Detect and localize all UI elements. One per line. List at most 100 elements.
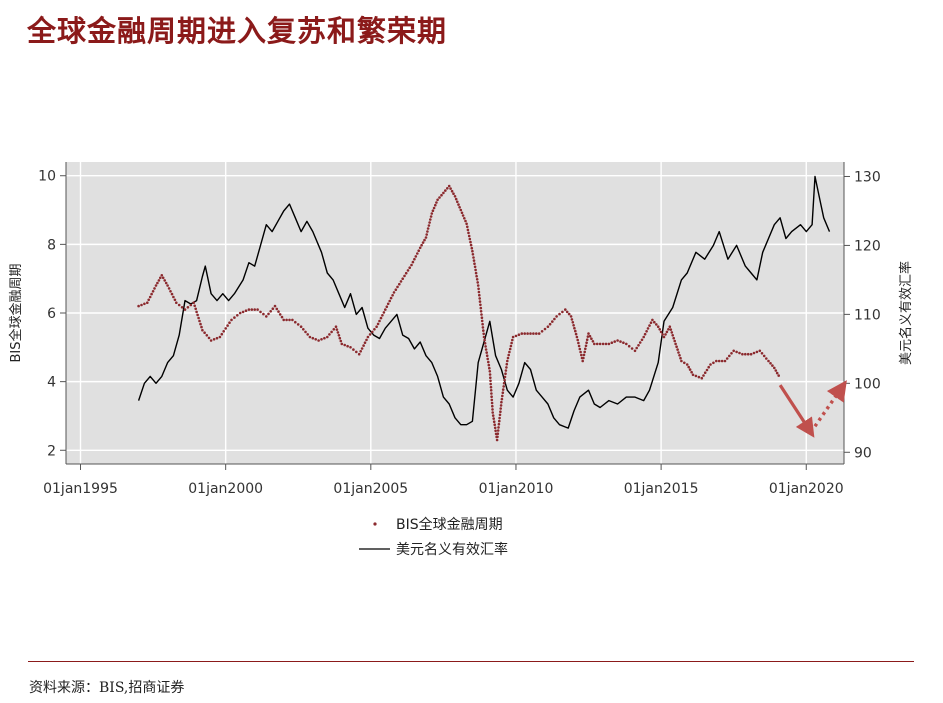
series-dot bbox=[595, 342, 599, 346]
series-dot bbox=[474, 268, 477, 272]
series-dot bbox=[659, 330, 663, 334]
series-dot bbox=[442, 191, 445, 195]
series-dot bbox=[205, 334, 209, 337]
series-dot bbox=[476, 284, 480, 287]
series-dot bbox=[467, 234, 471, 238]
series-dot bbox=[465, 222, 468, 226]
series-dot bbox=[483, 342, 487, 345]
series-dot bbox=[269, 310, 273, 313]
series-dot bbox=[709, 363, 712, 366]
series-dot bbox=[334, 325, 338, 329]
series-dot bbox=[577, 341, 580, 345]
series-dot bbox=[183, 308, 187, 311]
series-dot bbox=[487, 363, 491, 367]
series-dot bbox=[336, 331, 340, 334]
series-dot bbox=[502, 385, 506, 388]
series-dot bbox=[189, 303, 193, 307]
series-dot bbox=[477, 290, 481, 294]
series-dot bbox=[671, 334, 674, 337]
series-dot bbox=[584, 344, 588, 348]
y-left-tick-label: 8 bbox=[47, 237, 56, 253]
y-right-tick-label: 90 bbox=[854, 445, 872, 461]
series-dot bbox=[487, 360, 490, 364]
series-dot bbox=[669, 328, 673, 331]
series-dot bbox=[435, 201, 438, 204]
series-dot bbox=[497, 422, 501, 426]
series-dot bbox=[678, 354, 681, 357]
series-dot bbox=[590, 337, 593, 341]
series-dot bbox=[558, 312, 561, 316]
series-dot bbox=[760, 352, 764, 355]
series-dot bbox=[173, 298, 177, 302]
series-dot bbox=[675, 345, 678, 349]
series-dot bbox=[177, 303, 181, 307]
series-dot bbox=[203, 331, 206, 335]
series-dot bbox=[725, 357, 729, 360]
series-dot bbox=[673, 339, 676, 343]
series-dot bbox=[137, 304, 140, 308]
series-dot bbox=[498, 413, 502, 417]
series-dot bbox=[773, 366, 776, 370]
series-dot bbox=[197, 316, 200, 320]
series-dot bbox=[394, 288, 398, 292]
series-dot bbox=[758, 349, 762, 353]
series-dot bbox=[649, 321, 653, 325]
series-dot bbox=[215, 336, 219, 340]
series-dot bbox=[444, 189, 447, 192]
series-dot bbox=[777, 374, 780, 377]
series-dot bbox=[578, 347, 582, 351]
series-dot bbox=[228, 321, 231, 325]
series-dot bbox=[694, 374, 698, 378]
series-dot bbox=[479, 310, 483, 313]
y-right-tick-label: 110 bbox=[854, 307, 881, 323]
series-dot bbox=[683, 361, 686, 365]
series-dot bbox=[475, 274, 478, 278]
series-dot bbox=[328, 333, 331, 336]
series-dot bbox=[416, 252, 419, 255]
series-dot bbox=[170, 292, 174, 296]
series-dot bbox=[488, 373, 492, 376]
series-line-usd-index bbox=[137, 175, 831, 429]
y-left-tick-label: 10 bbox=[38, 169, 56, 185]
series-dot bbox=[717, 359, 721, 363]
series-dot bbox=[241, 310, 245, 314]
series-dot bbox=[357, 352, 361, 356]
series-dot bbox=[338, 336, 342, 340]
series-dot bbox=[337, 334, 341, 337]
legend-label-usd: 美元名义有效汇率 bbox=[396, 541, 508, 558]
series-dot bbox=[648, 324, 651, 327]
series-dot bbox=[703, 371, 707, 375]
series-dot bbox=[474, 271, 478, 275]
series-dot bbox=[376, 322, 380, 326]
series-dot bbox=[196, 313, 199, 317]
series-dot bbox=[499, 404, 503, 407]
series-dot bbox=[339, 339, 343, 343]
chart: 01jan1995 01jan2000 01jan2005 01jan2010 01ja… bbox=[8, 162, 914, 558]
series-dot bbox=[642, 335, 645, 339]
series-dot bbox=[665, 330, 669, 334]
series-dot bbox=[220, 332, 224, 336]
series-dot bbox=[275, 307, 279, 311]
series-dot bbox=[570, 318, 574, 321]
legend: BIS全球金融周期 美元名义有效汇率 bbox=[359, 516, 508, 558]
series-dot bbox=[432, 206, 436, 210]
series-dot bbox=[200, 325, 203, 329]
series-dot bbox=[406, 269, 410, 272]
series-dot bbox=[222, 330, 225, 333]
series-dot bbox=[656, 325, 660, 329]
series-dot bbox=[423, 238, 426, 242]
series-dot bbox=[723, 359, 727, 363]
series-dot bbox=[323, 336, 326, 340]
series-dot bbox=[577, 344, 581, 348]
series-dot bbox=[738, 351, 741, 355]
series-dot bbox=[508, 347, 512, 351]
series-dot bbox=[510, 341, 513, 345]
series-dot bbox=[532, 332, 535, 335]
series-dot bbox=[478, 297, 482, 300]
series-dot bbox=[571, 321, 575, 324]
series-dot bbox=[265, 315, 268, 318]
series-dot bbox=[573, 326, 576, 330]
series-dot bbox=[175, 301, 178, 305]
series-dot bbox=[143, 302, 146, 306]
series-dot bbox=[661, 333, 664, 336]
